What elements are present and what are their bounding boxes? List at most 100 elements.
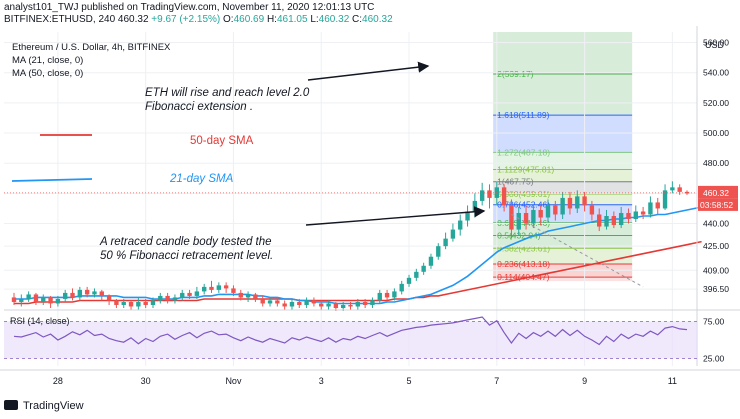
candle-body: [70, 292, 75, 298]
retrace-note-line2: 50 % Fibonacci retracement level.: [100, 250, 274, 262]
open-value: 460.69: [233, 14, 265, 25]
price-axis: 396.50409.00425.00440.00460.00480.00500.…: [696, 26, 738, 366]
candle-body: [421, 265, 426, 272]
publish-header: analyst101_TWJ published on TradingView.…: [0, 0, 740, 26]
price-chart[interactable]: 2(539.17) 1.618(511.89) 1.272(487.18) 1.112…: [0, 26, 740, 396]
symbol: BITFINEX:ETHUSD, 240: [4, 14, 116, 25]
candle-body: [19, 298, 24, 302]
time-tick-label: 7: [494, 376, 499, 386]
candle-body: [560, 197, 565, 215]
candle-body: [92, 291, 97, 295]
candle-body: [194, 291, 200, 296]
candle-body: [26, 294, 31, 299]
candle-body: [63, 292, 68, 299]
candle-body: [11, 297, 17, 302]
candle-body: [216, 285, 222, 290]
trend-line: [511, 214, 644, 288]
candle-body: [348, 304, 353, 307]
candle-body: [655, 202, 660, 209]
time-tick-label: 11: [668, 376, 677, 386]
time-tick-label: 30: [141, 376, 151, 386]
eth-note-arrow: [307, 61, 430, 81]
candle-body: [41, 297, 46, 302]
candle-body: [223, 285, 229, 289]
fib-zone: [493, 277, 633, 282]
rsi-pane: 25.00 75.00 RSI (14, close): [4, 309, 740, 364]
candle-body: [684, 191, 690, 194]
last-price: 460.32: [117, 14, 149, 25]
candle-body: [575, 196, 580, 209]
fib-zone: [493, 169, 633, 182]
fib-level-label: 1.618(511.89): [497, 110, 549, 120]
candle-body: [304, 300, 309, 305]
candle-body: [604, 216, 609, 227]
fib-zone: [493, 73, 633, 116]
candle-body: [597, 214, 602, 227]
candle-body: [618, 212, 624, 226]
rsi-line: [13, 316, 688, 346]
tradingview-logo-icon: [4, 400, 18, 410]
candle-body: [487, 190, 492, 198]
candle-body: [509, 205, 514, 230]
candle-body: [77, 289, 83, 298]
tradingview-logo: TradingView: [4, 400, 84, 412]
time-tick-label: 5: [407, 376, 412, 386]
candle-body: [538, 209, 543, 218]
candle-body: [187, 292, 192, 296]
candle-body: [428, 256, 434, 266]
candle-body: [516, 212, 521, 230]
candle-body: [128, 301, 134, 307]
fib-level-label: 2(539.17): [497, 69, 534, 79]
candle-body: [362, 301, 368, 305]
candle-body: [443, 238, 448, 247]
price-tick-label: 500.00: [703, 128, 729, 138]
candle-body: [209, 286, 214, 290]
candle-body: [479, 190, 485, 201]
candle-body: [384, 292, 390, 298]
candle-body: [458, 220, 463, 230]
sma21-label: 21-day SMA: [170, 173, 234, 185]
candle-body: [289, 301, 295, 307]
countdown-tag: [698, 198, 738, 211]
close-value: 460.32: [362, 14, 393, 25]
eth-note-line2: Fibonacci extension .: [145, 101, 254, 113]
candle-body: [523, 212, 529, 224]
last-price-tag-label: 460.32: [703, 188, 729, 198]
candle-body: [414, 271, 419, 278]
candle-body: [55, 298, 61, 304]
retrace-arrow: [305, 206, 486, 226]
candle-body: [275, 300, 280, 304]
fib-level-label: 0.886(459.61): [497, 189, 550, 199]
candle-body: [340, 304, 346, 308]
low-value: 460.32: [318, 14, 350, 25]
ma50-legend: MA (50, close, 0): [12, 68, 84, 79]
candle-body: [311, 300, 317, 304]
eth-note: ETH will rise and reach level 2.0 Fibona…: [145, 86, 309, 114]
candle-body: [33, 294, 39, 302]
time-tick-label: 28: [53, 376, 63, 386]
rsi-tick-label: 25.00: [703, 354, 725, 364]
high-value: 461.05: [276, 14, 308, 25]
candle-body: [260, 298, 265, 304]
fib-level-label: 0.236(413.18): [497, 259, 550, 269]
time-tick-label: 3: [319, 376, 324, 386]
candle-body: [501, 187, 507, 206]
candle-body: [245, 294, 251, 298]
candle-body: [377, 292, 382, 301]
fib-level-label: 0.382(423.61): [497, 243, 550, 253]
price-tick-label: 520.00: [703, 98, 729, 108]
candle-body: [106, 295, 112, 301]
price-tick-label: 396.50: [703, 284, 729, 294]
candle-body: [355, 301, 361, 307]
retrace-note-line1: A retraced candle body tested the: [100, 236, 272, 248]
chart-overlays: [4, 61, 697, 288]
price-tick-label: 540.00: [703, 68, 729, 78]
candle-body: [406, 277, 412, 284]
candle-body: [392, 291, 397, 298]
candle-body: [172, 297, 178, 301]
fibonacci-levels: 2(539.17) 1.618(511.89) 1.272(487.18) 1.112…: [493, 32, 633, 282]
candle-body: [319, 303, 324, 307]
candle-body: [567, 197, 573, 209]
candle-body: [326, 303, 331, 307]
candle-body: [662, 190, 668, 209]
